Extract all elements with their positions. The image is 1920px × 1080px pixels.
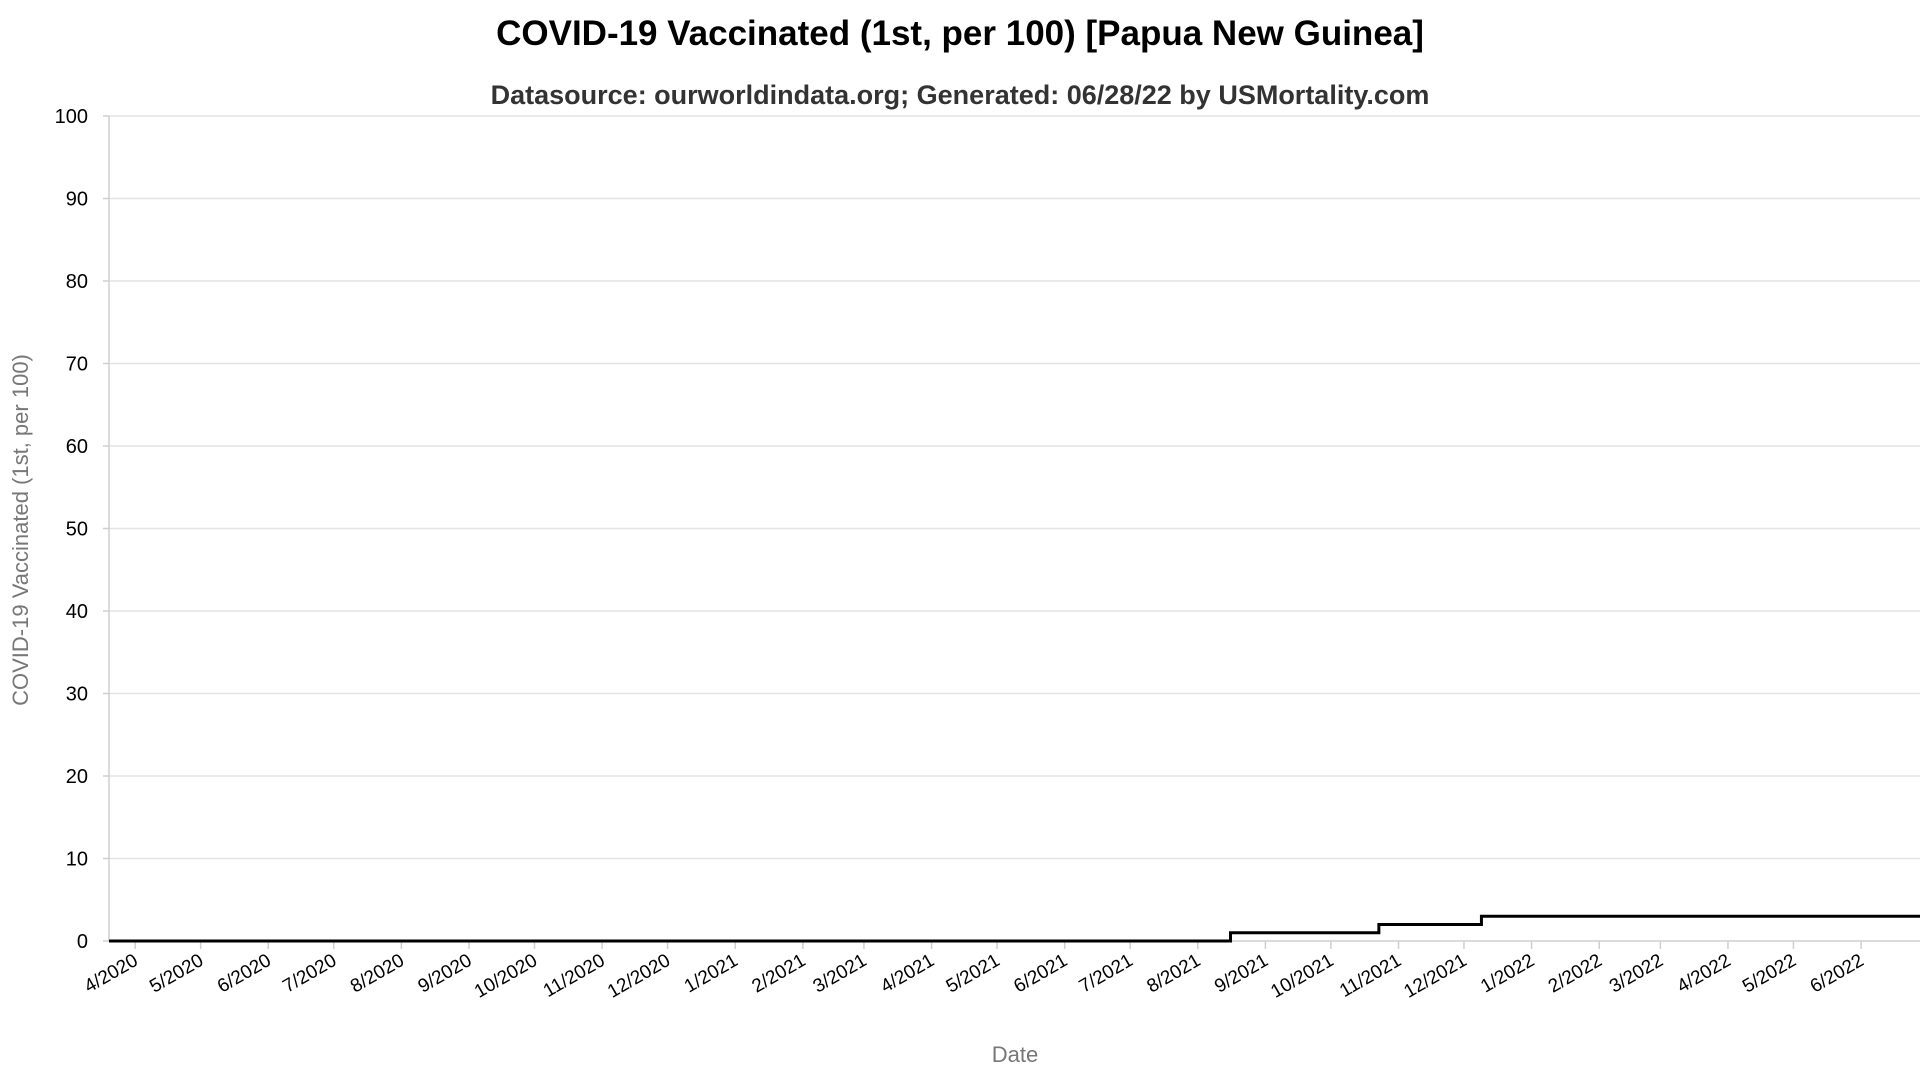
x-tick-label: 3/2021 xyxy=(810,950,871,997)
x-tick-label: 3/2022 xyxy=(1606,950,1667,997)
y-tick-label: 10 xyxy=(66,849,88,871)
x-tick-label: 1/2021 xyxy=(681,950,742,997)
x-axis-ticks: 4/2020 5/2020 6/2020 7/2020 8/2020 9/202010/2… xyxy=(81,941,1868,1003)
x-tick-label: 6/2020 xyxy=(214,950,275,997)
x-tick-label: 5/2020 xyxy=(146,950,207,997)
x-tick-label: 8/2021 xyxy=(1143,950,1204,997)
x-tick-label: 2/2021 xyxy=(749,950,810,997)
y-tick-label: 80 xyxy=(66,271,88,293)
y-tick-label: 20 xyxy=(66,766,88,788)
x-tick-label: 9/2020 xyxy=(415,950,476,997)
x-tick-label: 4/2021 xyxy=(877,950,938,997)
x-tick-label: 11/2021 xyxy=(1336,950,1405,1002)
y-tick-label: 40 xyxy=(66,601,88,623)
y-tick-label: 0 xyxy=(77,931,88,953)
y-tick-label: 30 xyxy=(66,684,88,706)
x-axis-title: Date xyxy=(992,1042,1038,1067)
y-tick-label: 70 xyxy=(66,354,88,376)
y-axis-ticks: 0 10 20 30 40 50 60 70 80 90 100 xyxy=(55,106,109,953)
series-group xyxy=(109,914,1920,943)
x-tick-label: 12/2021 xyxy=(1400,950,1470,1003)
x-tick-label: 4/2022 xyxy=(1674,950,1735,997)
chart-title: COVID-19 Vaccinated (1st, per 100) [Papu… xyxy=(496,14,1424,53)
series-line-0 xyxy=(109,914,1920,943)
x-tick-label: 5/2022 xyxy=(1739,950,1800,997)
x-tick-label: 6/2022 xyxy=(1807,950,1868,997)
gridlines xyxy=(109,115,1920,860)
x-tick-label: 6/2021 xyxy=(1010,950,1071,997)
x-tick-label: 10/2021 xyxy=(1267,950,1337,1003)
y-tick-label: 90 xyxy=(66,189,88,211)
y-tick-label: 50 xyxy=(66,519,88,541)
chart-subtitle: Datasource: ourworldindata.org; Generate… xyxy=(490,80,1430,110)
y-tick-label: 60 xyxy=(66,436,88,458)
x-tick-label: 10/2020 xyxy=(471,950,541,1003)
x-tick-label: 5/2021 xyxy=(943,950,1004,997)
x-tick-label: 9/2021 xyxy=(1211,950,1272,997)
x-tick-label: 12/2020 xyxy=(604,950,674,1003)
x-tick-label: 2/2022 xyxy=(1545,950,1606,997)
x-tick-label: 7/2020 xyxy=(279,950,340,997)
x-tick-label: 4/2020 xyxy=(81,950,142,997)
x-tick-label: 1/2022 xyxy=(1477,950,1538,997)
y-tick-label: 100 xyxy=(55,106,88,128)
x-tick-label: 11/2020 xyxy=(540,950,609,1002)
x-tick-label: 8/2020 xyxy=(347,950,408,997)
y-axis-title: COVID-19 Vaccinated (1st, per 100) xyxy=(8,354,33,706)
x-tick-label: 7/2021 xyxy=(1076,950,1137,997)
